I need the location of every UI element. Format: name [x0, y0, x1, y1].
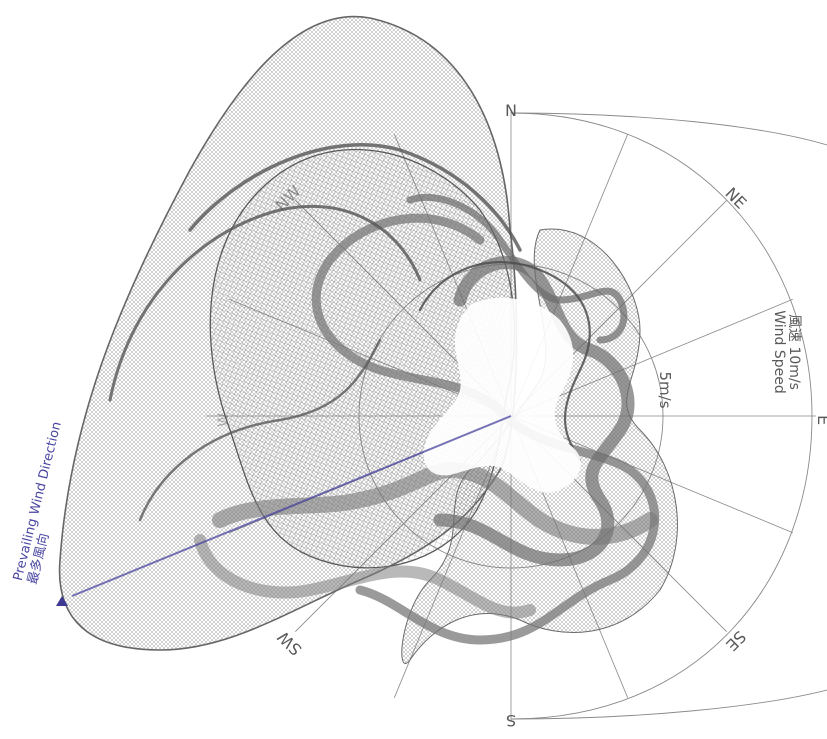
speed-labels: 5m/s 風速 10m/s Wind Speed	[656, 310, 802, 408]
prevailing-marker-icon	[56, 596, 68, 606]
label-e: E	[814, 415, 827, 425]
calm-center	[423, 297, 581, 493]
label-s: S	[506, 711, 516, 730]
ribbon-2	[433, 256, 635, 567]
speed-inner-label: 5m/s	[656, 371, 674, 408]
speed-outer-label-zh: 風速 10m/s	[786, 314, 802, 390]
ribbon-9	[418, 261, 591, 462]
speed-outer-label-en: Wind Speed	[771, 310, 787, 394]
prevailing-line	[71, 415, 512, 597]
label-sw: SW	[274, 627, 306, 659]
label-w: W	[216, 413, 232, 427]
outer-top-arc	[510, 112, 827, 146]
ribbon-6	[188, 143, 522, 252]
ribbon-8	[138, 338, 382, 522]
ribbon-7	[108, 205, 422, 402]
label-n: N	[505, 101, 517, 120]
label-ne: NE	[721, 184, 750, 213]
ribbon-5	[406, 193, 628, 344]
outer-bottom-arc	[510, 689, 827, 720]
ribbon-4	[194, 534, 536, 619]
wind-mesh-surfaces	[58, 15, 678, 664]
